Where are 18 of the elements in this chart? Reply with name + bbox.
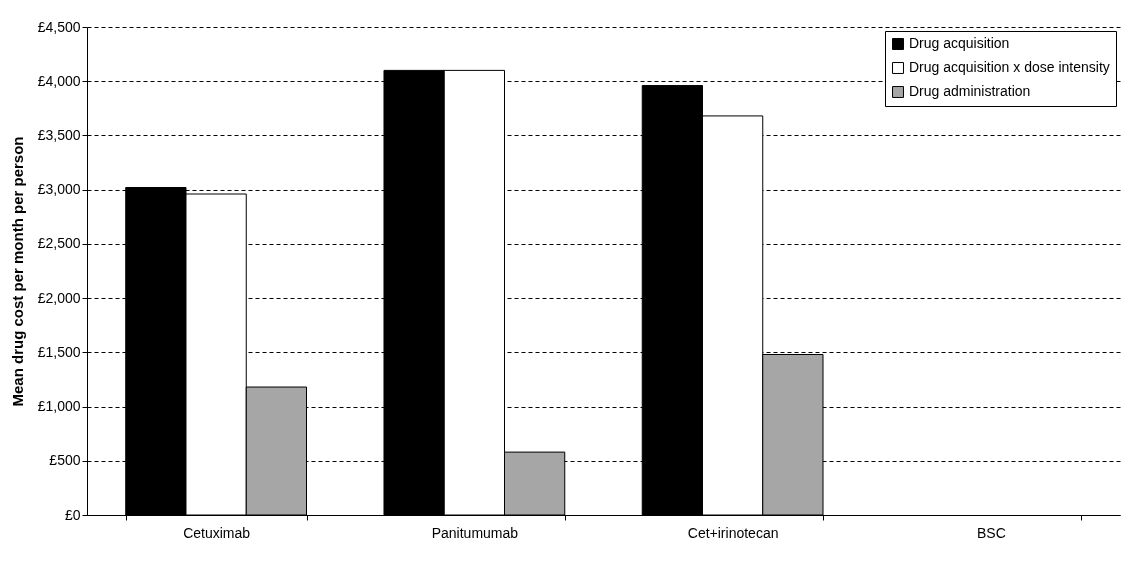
y-axis-title: Mean drug cost per month per person (8, 136, 26, 407)
y-tick-label: £1,000 (37, 398, 81, 415)
y-tick-label: £4,500 (37, 18, 81, 35)
legend-label: Drug acquisition (909, 35, 1010, 51)
y-tick-label: £500 (49, 452, 81, 469)
y-tick-label: £2,500 (37, 235, 81, 252)
x-tick-label: Panitumumab (431, 524, 519, 541)
y-tick-label: £3,500 (37, 126, 81, 143)
y-tick-label: £0 (64, 506, 81, 523)
x-tick-label: Cetuximab (183, 524, 251, 541)
y-tick-label: £1,500 (37, 343, 81, 360)
y-tick-label: £3,000 (37, 181, 81, 198)
legend-label: Drug administration (909, 83, 1031, 99)
x-tick-label: BSC (976, 524, 1006, 541)
y-tick-label: £2,000 (37, 289, 81, 306)
x-tick-label: Cet+irinotecan (687, 524, 779, 541)
legend-label: Drug acquisition x dose intensity (909, 59, 1110, 75)
y-tick-label: £4,000 (37, 72, 81, 89)
